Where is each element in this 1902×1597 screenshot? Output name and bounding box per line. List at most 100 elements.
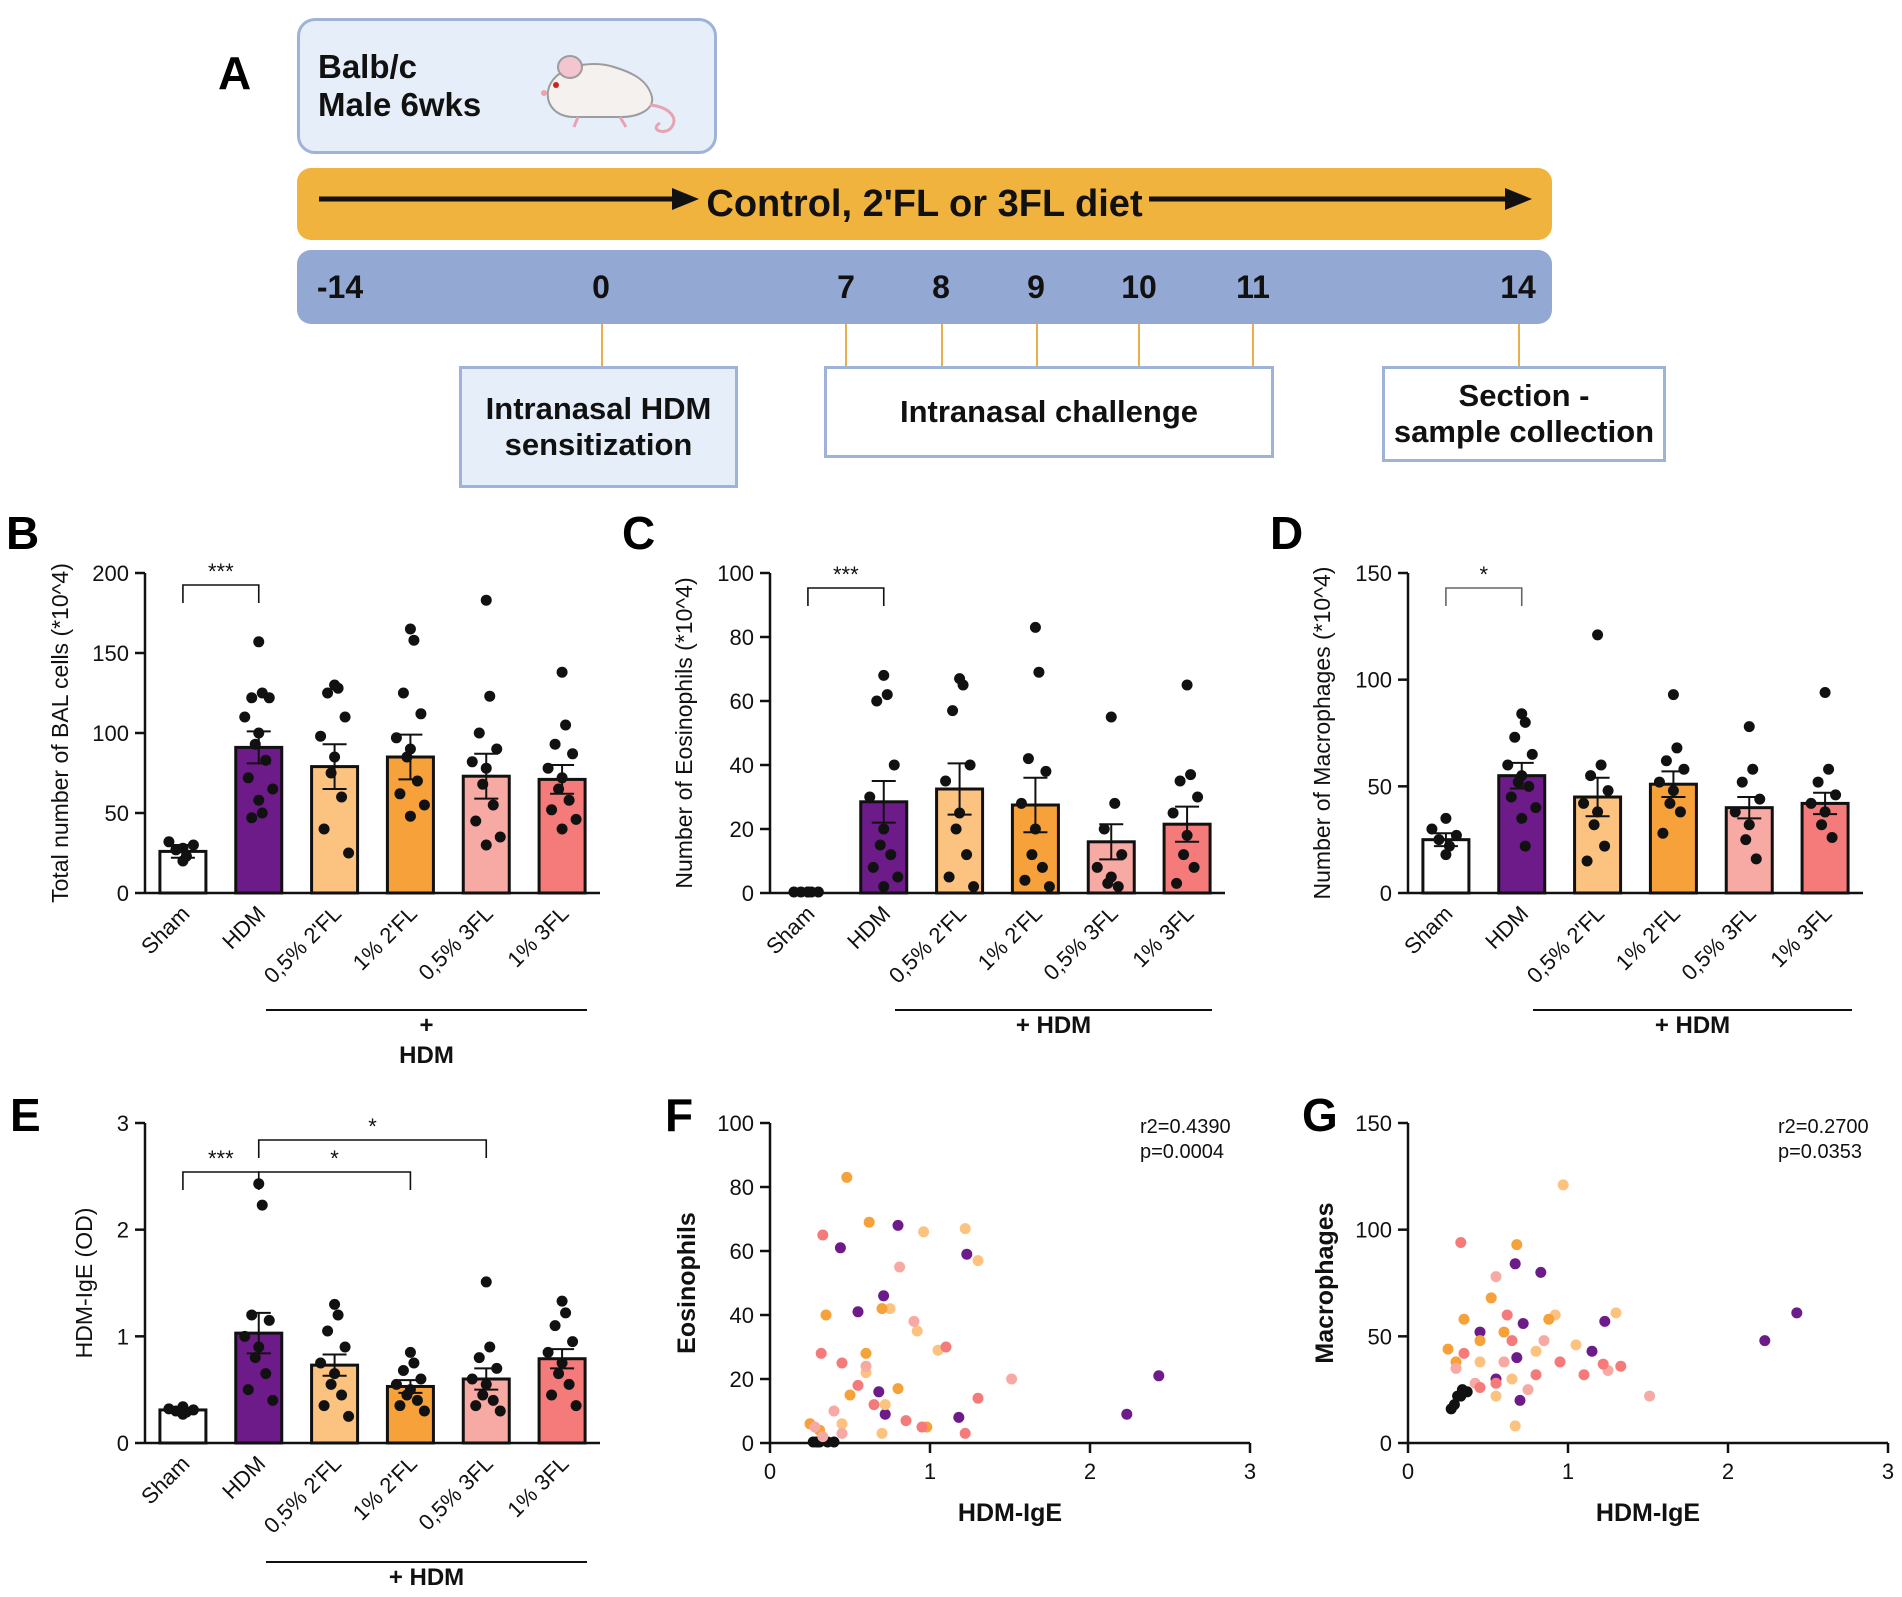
scatter-point <box>1554 1356 1566 1368</box>
data-point <box>415 1373 427 1385</box>
x-tick-label: 0,5% 2'FL <box>259 901 346 988</box>
y-axis-label: Number of Eosinophils (*10^4) <box>671 577 697 888</box>
data-point <box>260 1368 272 1380</box>
day-connector <box>601 324 603 366</box>
data-point <box>1823 763 1835 775</box>
x-tick-label: 0 <box>764 1459 776 1484</box>
data-point <box>549 1320 561 1332</box>
x-tick-label: 1% 2'FL <box>348 1451 422 1525</box>
day-label: 0 <box>592 269 610 305</box>
y-axis-label: Eosinophils <box>673 1212 701 1354</box>
data-point <box>1588 819 1600 831</box>
data-point <box>881 689 893 701</box>
data-point <box>1043 881 1055 893</box>
data-point <box>1029 621 1041 633</box>
data-point <box>390 1378 402 1390</box>
data-point <box>1167 807 1179 819</box>
chart-c: 0 20 40 60 80 100 Number of Eosinophils (*10^4… <box>671 561 1225 1039</box>
y-tick-label: 60 <box>730 689 754 714</box>
data-point <box>567 748 579 760</box>
data-point <box>1830 789 1842 801</box>
scatter-point <box>953 1411 965 1423</box>
stat-p: p=0.0004 <box>1140 1141 1224 1163</box>
scatter-point <box>1506 1335 1518 1347</box>
significance-bracket <box>807 587 885 606</box>
data-point <box>242 772 254 784</box>
data-point <box>473 1352 485 1364</box>
data-point <box>1826 832 1838 844</box>
collection-box: Section - sample collection <box>1382 366 1666 462</box>
significance-label: *** <box>208 1146 234 1171</box>
scatter-point <box>873 1386 885 1398</box>
scatter-point <box>1522 1384 1534 1396</box>
data-point <box>885 849 897 861</box>
data-point <box>253 794 265 806</box>
day-connector <box>845 324 847 366</box>
data-point <box>1595 759 1607 771</box>
x-tick-label: Sham <box>761 901 819 959</box>
scatter-point <box>900 1415 912 1427</box>
panel-letter-c: C <box>622 507 656 559</box>
day-connector <box>1252 324 1254 366</box>
data-point <box>411 775 423 787</box>
x-tick-label: 1% 3FL <box>1765 901 1836 972</box>
scatter-point <box>1597 1358 1609 1370</box>
data-point <box>1678 763 1690 775</box>
data-point <box>1022 753 1034 765</box>
group-label: HDM <box>399 1042 454 1069</box>
scatter-point <box>1615 1360 1627 1372</box>
data-point <box>1502 759 1514 771</box>
scatter-point <box>876 1427 888 1439</box>
scatter-point <box>836 1357 848 1369</box>
data-point <box>874 839 886 851</box>
data-point <box>1015 797 1027 809</box>
significance-bracket <box>1445 587 1523 606</box>
collection-line: Section - <box>1458 378 1590 414</box>
scatter-point <box>817 1431 829 1443</box>
scatter-point <box>863 1216 875 1228</box>
scatter-point <box>815 1347 827 1359</box>
data-point <box>1188 861 1200 873</box>
day-label: 9 <box>1027 269 1045 305</box>
data-point <box>1040 765 1052 777</box>
scatter-point <box>972 1392 984 1404</box>
day-label: 14 <box>1500 269 1536 305</box>
x-axis-label: HDM-IgE <box>1596 1499 1700 1527</box>
x-tick-label: Sham <box>136 901 194 959</box>
significance-bracket <box>257 1171 412 1190</box>
y-tick-label: 60 <box>730 1239 754 1264</box>
day-label: 10 <box>1121 269 1157 305</box>
scatter-point <box>828 1405 840 1417</box>
data-point <box>397 1364 409 1376</box>
data-point <box>267 1394 279 1406</box>
data-point <box>339 1341 351 1353</box>
scatter-point <box>1474 1356 1486 1368</box>
y-tick-label: 80 <box>730 1175 754 1200</box>
scatter-point <box>1006 1373 1018 1385</box>
scatter-point <box>1450 1362 1462 1374</box>
data-point <box>1819 686 1831 698</box>
scatter-point <box>1153 1370 1165 1382</box>
data-point <box>1816 819 1828 831</box>
scatter-point <box>1490 1377 1502 1389</box>
challenge-box: Intranasal challenge <box>824 366 1274 458</box>
stat-p: p=0.0353 <box>1778 1141 1862 1163</box>
y-tick-label: 150 <box>1355 1111 1392 1136</box>
data-point <box>343 1410 355 1422</box>
x-tick-label: 0 <box>1402 1459 1414 1484</box>
data-point <box>1178 849 1190 861</box>
x-tick-label: 2 <box>1084 1459 1096 1484</box>
x-tick-label: 0,5% 3FL <box>414 1451 498 1535</box>
data-point <box>1747 763 1759 775</box>
data-point <box>246 1309 258 1321</box>
y-tick-label: 40 <box>730 1303 754 1328</box>
x-tick-label: 2 <box>1722 1459 1734 1484</box>
scatter-point <box>1791 1307 1803 1319</box>
data-point <box>871 695 883 707</box>
data-point <box>864 791 876 803</box>
panel-letter-b: B <box>6 507 40 559</box>
data-point <box>322 687 334 699</box>
data-point <box>249 1352 261 1364</box>
x-tick-label: 1 <box>924 1459 936 1484</box>
